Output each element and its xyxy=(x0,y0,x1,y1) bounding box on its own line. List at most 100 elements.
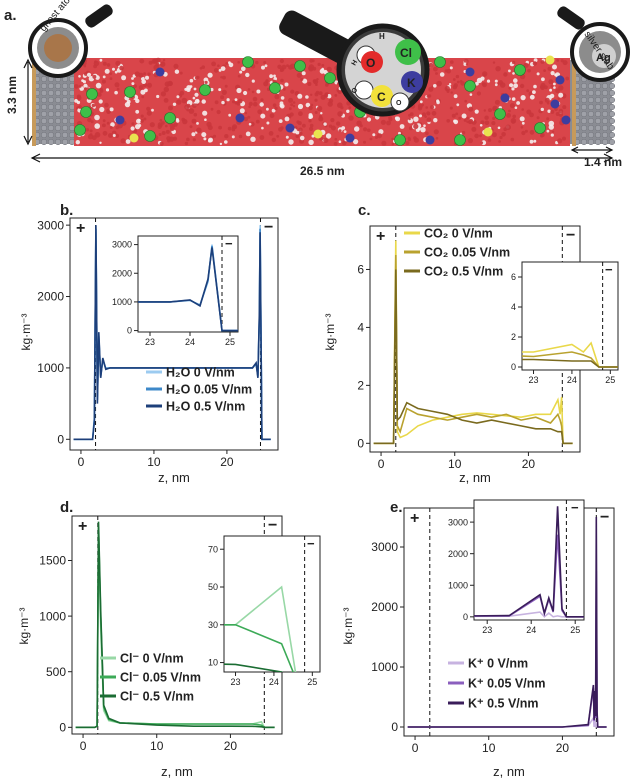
chloride-ion xyxy=(144,130,156,142)
water-molecule xyxy=(194,76,199,80)
legend-label-1: K⁺ 0.05 V/nm xyxy=(468,677,545,691)
legend-o-label: O xyxy=(366,56,375,70)
inset-axes-frame xyxy=(473,499,585,621)
water-molecule xyxy=(544,97,550,103)
water-molecule xyxy=(204,80,208,84)
silver-atom xyxy=(54,138,62,146)
water-molecule xyxy=(194,98,200,104)
water-molecule xyxy=(224,134,229,139)
main-y-tick-label: 2000 xyxy=(37,290,64,304)
main-series-line-2 xyxy=(75,521,275,729)
main-series-line-2 xyxy=(373,269,573,445)
silver-atom xyxy=(68,131,76,139)
water-molecule xyxy=(279,58,284,64)
water-molecule xyxy=(512,114,516,119)
legend-c-label: C xyxy=(377,90,386,104)
water-molecule xyxy=(508,86,512,90)
water-molecule xyxy=(220,76,223,79)
silver-atom xyxy=(601,103,609,111)
water-molecule xyxy=(135,98,140,104)
water-molecule xyxy=(337,111,343,117)
silver-atom xyxy=(594,117,602,125)
co2-molecule xyxy=(313,129,323,139)
water-molecule xyxy=(94,60,97,63)
water-molecule xyxy=(461,130,466,135)
water-molecule xyxy=(99,58,103,62)
water-molecule xyxy=(285,135,289,139)
water-molecule xyxy=(532,61,538,66)
silver-atom xyxy=(47,110,55,118)
water-molecule xyxy=(474,109,479,114)
main-y-tick-label: 3000 xyxy=(37,218,64,232)
inset-series-line-0 xyxy=(474,611,584,618)
water-molecule xyxy=(558,108,564,114)
water-molecule xyxy=(323,122,327,126)
water-molecule xyxy=(211,61,217,67)
slab-width-label: 1.4 nm xyxy=(584,155,622,169)
silver-atom xyxy=(594,131,602,139)
y-axis-label: kg·m⁻³ xyxy=(323,314,337,351)
water-molecule xyxy=(433,129,439,135)
water-molecule xyxy=(337,89,342,95)
water-molecule xyxy=(168,105,173,111)
water-molecule xyxy=(224,84,228,88)
water-molecule xyxy=(176,99,182,105)
water-molecule xyxy=(161,131,166,135)
water-molecule xyxy=(90,120,94,124)
water-molecule xyxy=(388,116,392,120)
water-molecule xyxy=(508,109,511,113)
silver-atom xyxy=(580,124,588,132)
silver-atom xyxy=(68,117,76,125)
panel-a-simulation-box: a. ghost atoms Ag silver slab xyxy=(4,0,630,178)
water-molecule xyxy=(135,109,140,114)
slab-edge xyxy=(32,58,36,146)
water-molecule xyxy=(289,112,294,117)
water-molecule xyxy=(302,78,308,84)
water-molecule xyxy=(125,139,131,144)
water-molecule xyxy=(491,121,496,126)
potassium-ion xyxy=(465,67,475,77)
water-molecule xyxy=(101,79,106,84)
main-y-tick-label: 6 xyxy=(357,263,364,277)
water-molecule xyxy=(422,112,426,117)
water-molecule xyxy=(381,140,387,146)
inset-x-tick-label: 24 xyxy=(269,677,279,687)
main-y-tick-label: 0 xyxy=(391,720,398,734)
inset-y-tick-label: 0 xyxy=(511,362,516,372)
main-x-tick-label: 20 xyxy=(224,739,238,753)
water-molecule xyxy=(94,123,100,129)
legend-label-1: CO₂ 0.05 V/nm xyxy=(424,246,510,260)
water-molecule xyxy=(492,61,496,64)
water-molecule xyxy=(158,133,162,136)
water-molecule xyxy=(510,137,515,142)
water-molecule xyxy=(327,94,332,99)
water-molecule xyxy=(292,101,296,104)
water-molecule xyxy=(553,86,556,89)
water-molecule xyxy=(550,133,554,137)
water-molecule xyxy=(130,126,135,131)
water-molecule xyxy=(237,74,241,78)
water-molecule xyxy=(307,82,312,86)
inset-negative-electrode-label: − xyxy=(605,262,613,277)
water-molecule xyxy=(133,84,137,88)
silver-atom xyxy=(601,96,609,104)
water-molecule xyxy=(141,95,145,99)
chloride-ion xyxy=(534,122,546,134)
water-molecule xyxy=(184,141,189,146)
silver-atom xyxy=(47,103,55,111)
water-molecule xyxy=(529,129,535,135)
water-molecule xyxy=(328,98,334,104)
water-molecule xyxy=(145,75,149,80)
water-molecule xyxy=(139,58,145,64)
water-molecule xyxy=(481,82,486,86)
water-molecule xyxy=(309,58,314,63)
water-molecule xyxy=(169,136,175,142)
water-molecule xyxy=(193,87,197,91)
water-molecule xyxy=(480,120,485,125)
water-molecule xyxy=(431,110,437,116)
water-molecule xyxy=(112,134,116,137)
negative-electrode-label: − xyxy=(600,509,609,526)
inset-axes-frame xyxy=(223,535,321,673)
silver-atom xyxy=(601,131,609,139)
water-molecule xyxy=(144,88,148,93)
